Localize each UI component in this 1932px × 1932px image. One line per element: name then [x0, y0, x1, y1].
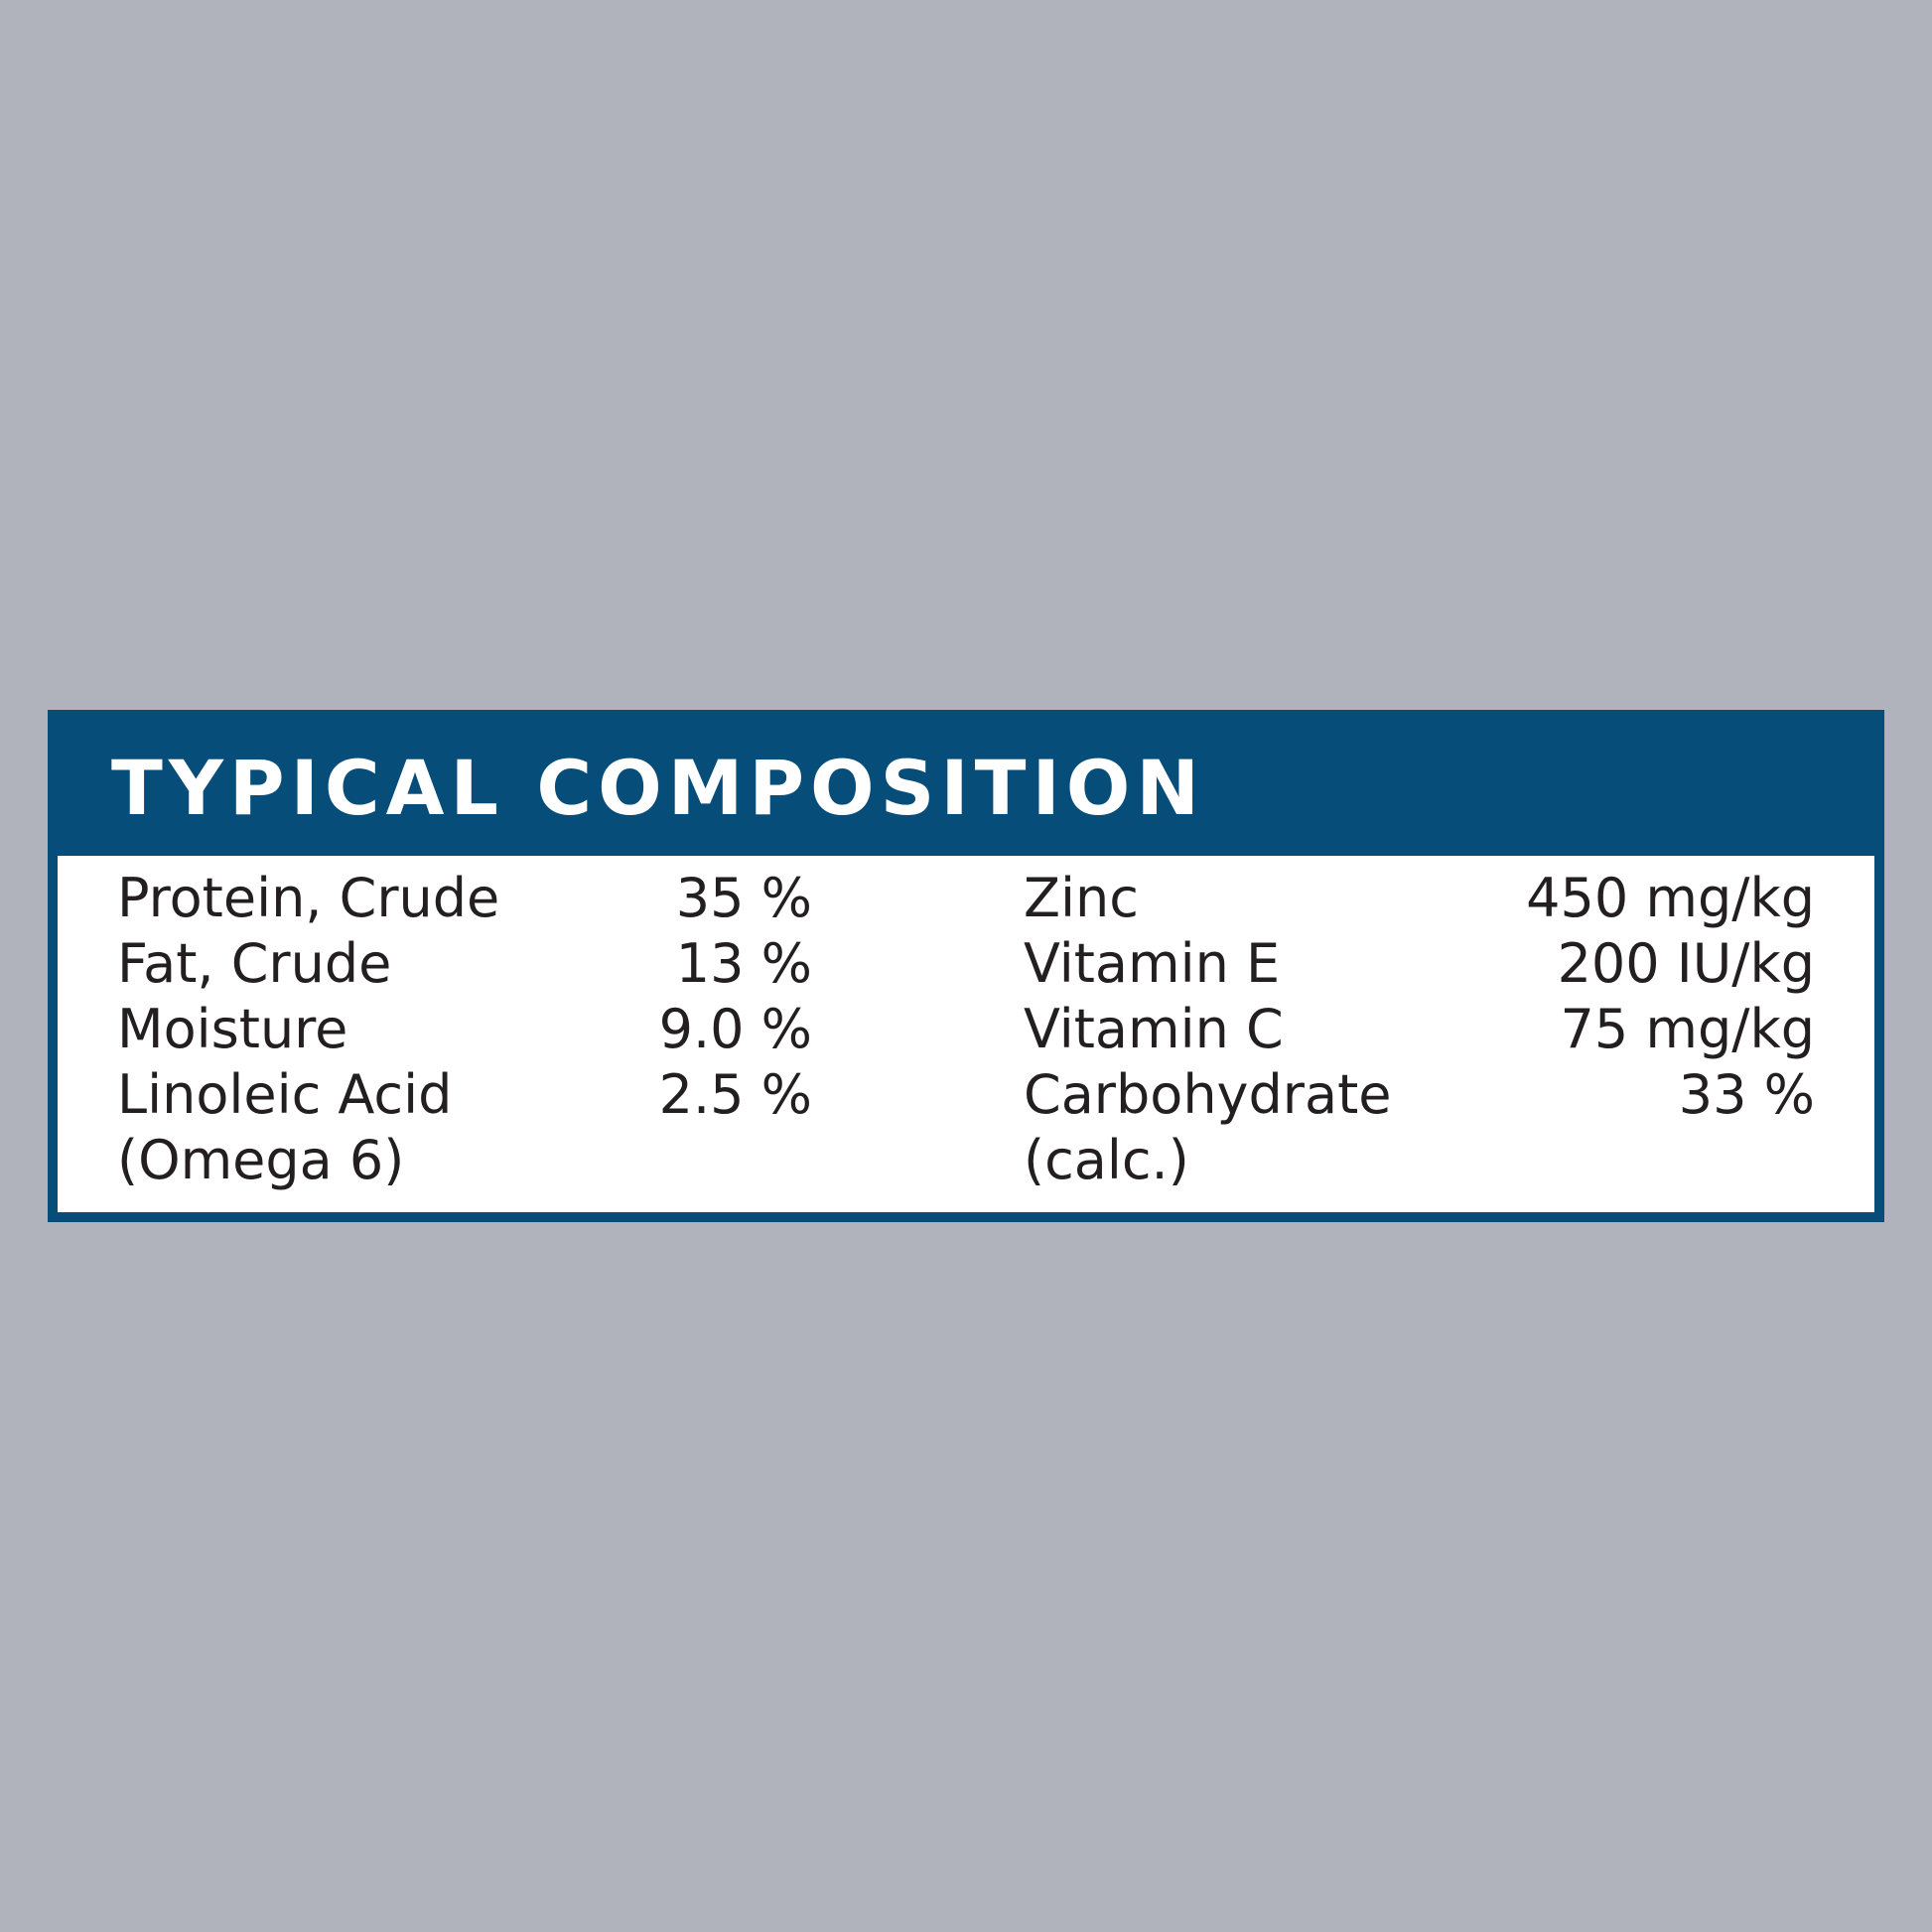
nutrient-label: Vitamin E: [1024, 932, 1281, 995]
table-row: Vitamin E 200 IU/kg: [1024, 931, 1815, 997]
table-row: Fat, Crude 13 %: [117, 931, 812, 997]
nutrient-value: 75 mg/kg: [1560, 998, 1816, 1060]
right-column: Zinc 450 mg/kg Vitamin E 200 IU/kg Vitamin…: [1024, 866, 1815, 1193]
nutrient-label: (calc.): [1024, 1129, 1189, 1191]
nutrient-label: Protein, Crude: [117, 867, 500, 929]
nutrient-value: 9.0 %: [658, 998, 812, 1060]
composition-panel: TYPICAL COMPOSITION Protein, Crude 35 % F…: [48, 710, 1884, 1222]
table-row: (Omega 6): [117, 1128, 812, 1193]
nutrient-label: (Omega 6): [117, 1129, 405, 1191]
nutrient-value: 13 %: [675, 932, 812, 995]
nutrient-value: 33 %: [1678, 1063, 1815, 1126]
nutrient-value: 2.5 %: [658, 1063, 812, 1126]
nutrient-label: Zinc: [1024, 867, 1139, 929]
nutrient-label: Linoleic Acid: [117, 1063, 453, 1126]
nutrient-value: 450 mg/kg: [1526, 867, 1815, 929]
nutrient-label: Moisture: [117, 998, 348, 1060]
table-row: Linoleic Acid 2.5 %: [117, 1062, 812, 1128]
table-row: (calc.): [1024, 1128, 1815, 1193]
table-row: Carbohydrate 33 %: [1024, 1062, 1815, 1128]
nutrient-value: 200 IU/kg: [1557, 932, 1815, 995]
table-row: Vitamin C 75 mg/kg: [1024, 997, 1815, 1062]
nutrient-label: Vitamin C: [1024, 998, 1284, 1060]
composition-table: Protein, Crude 35 % Fat, Crude 13 % Moistu…: [58, 856, 1874, 1212]
nutrient-value: 35 %: [675, 867, 812, 929]
table-row: Moisture 9.0 %: [117, 997, 812, 1062]
nutrient-label: Fat, Crude: [117, 932, 392, 995]
panel-title: TYPICAL COMPOSITION: [111, 744, 1205, 832]
nutrient-label: Carbohydrate: [1024, 1063, 1392, 1126]
table-row: Zinc 450 mg/kg: [1024, 866, 1815, 931]
table-row: Protein, Crude 35 %: [117, 866, 812, 931]
left-column: Protein, Crude 35 % Fat, Crude 13 % Moistu…: [117, 866, 812, 1193]
